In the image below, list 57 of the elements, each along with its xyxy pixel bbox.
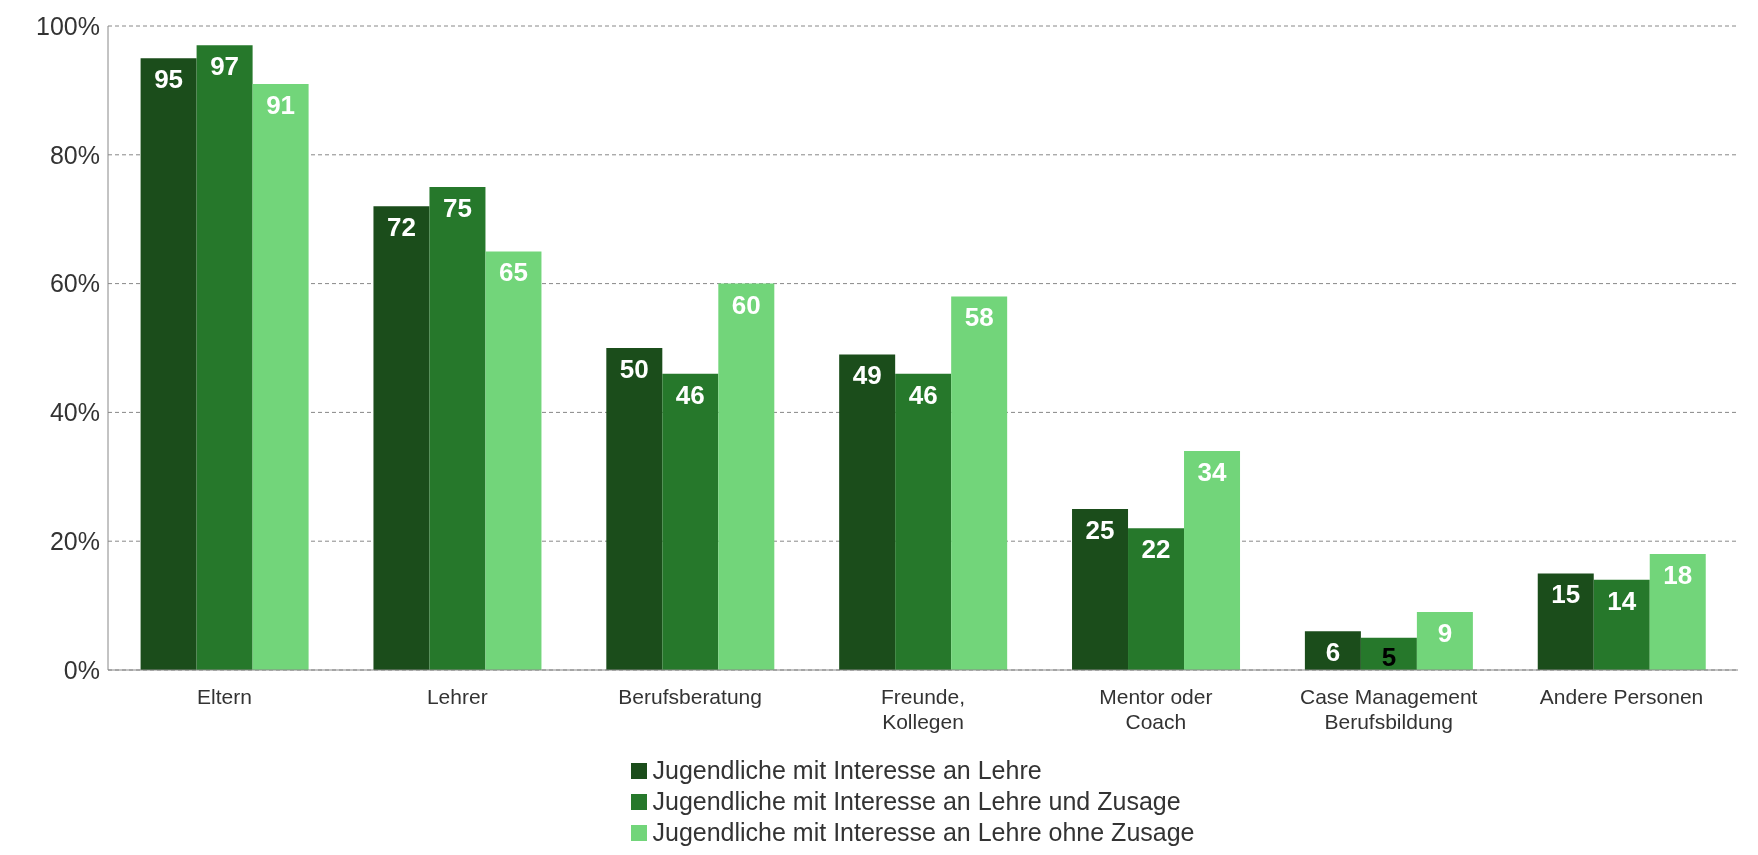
- data-label: 58: [964, 302, 994, 333]
- bar: [662, 373, 719, 670]
- bar: [1184, 451, 1241, 670]
- y-tick-label: 0%: [63, 655, 100, 684]
- y-tick-label: 80%: [49, 140, 100, 169]
- bar: [1416, 612, 1473, 670]
- data-label: 60: [731, 289, 761, 320]
- x-tick-label: Mentor oder Coach: [1099, 685, 1213, 733]
- data-label: 18: [1663, 560, 1693, 591]
- data-label: 50: [619, 354, 649, 384]
- x-tick-label: Lehrer: [426, 685, 488, 708]
- y-tick-label: 100%: [36, 11, 100, 40]
- bar: [485, 251, 542, 670]
- bar: [1593, 579, 1650, 670]
- bar: [718, 283, 775, 670]
- legend-label: Jugendliche mit Interesse an Lehre ohne Zusage: [651, 817, 1195, 848]
- data-label: 72: [387, 212, 416, 243]
- x-tick-label: Case Management Berufsbildung: [1300, 685, 1478, 733]
- bar: [429, 187, 486, 670]
- bar: [252, 83, 309, 670]
- x-tick-label: Eltern: [197, 685, 252, 708]
- bar: [1128, 528, 1185, 670]
- data-label: 9: [1437, 618, 1453, 649]
- y-tick-label: 60%: [49, 269, 100, 298]
- bar: [1537, 573, 1594, 670]
- bar: [373, 206, 430, 670]
- data-label: 6: [1325, 637, 1341, 668]
- data-label: 46: [675, 379, 705, 410]
- data-label: 25: [1085, 515, 1115, 545]
- data-label: 46: [908, 379, 938, 410]
- bar: [1072, 509, 1129, 670]
- x-tick-label: Andere Personen: [1539, 685, 1704, 708]
- bar: [1649, 554, 1706, 670]
- bar: [140, 58, 197, 670]
- data-label: 5: [1381, 642, 1397, 672]
- bar: [606, 348, 663, 670]
- bar: [1304, 631, 1361, 670]
- data-label: 95: [154, 64, 184, 95]
- data-label: 91: [266, 89, 296, 120]
- y-tick-label: 20%: [49, 527, 100, 556]
- x-tick-label: Freunde, Kollegen: [880, 685, 966, 733]
- data-label: 75: [443, 193, 472, 223]
- x-tick-label: Berufsberatung: [618, 685, 762, 708]
- data-label: 49: [852, 360, 882, 391]
- data-label: 14: [1607, 585, 1637, 616]
- data-label: 97: [210, 51, 240, 82]
- data-label: 34: [1197, 457, 1228, 488]
- data-label: 65: [499, 257, 528, 288]
- bar: [895, 373, 952, 670]
- legend-label: Jugendliche mit Interesse an Lehre: [651, 755, 1043, 786]
- bar: [951, 296, 1008, 670]
- bar: [839, 354, 896, 670]
- y-tick-label: 40%: [49, 398, 100, 427]
- data-label: 22: [1141, 534, 1171, 565]
- data-label: 15: [1551, 579, 1581, 610]
- bar: [196, 45, 253, 670]
- legend-label: Jugendliche mit Interesse an Lehre und Zusage: [651, 786, 1182, 817]
